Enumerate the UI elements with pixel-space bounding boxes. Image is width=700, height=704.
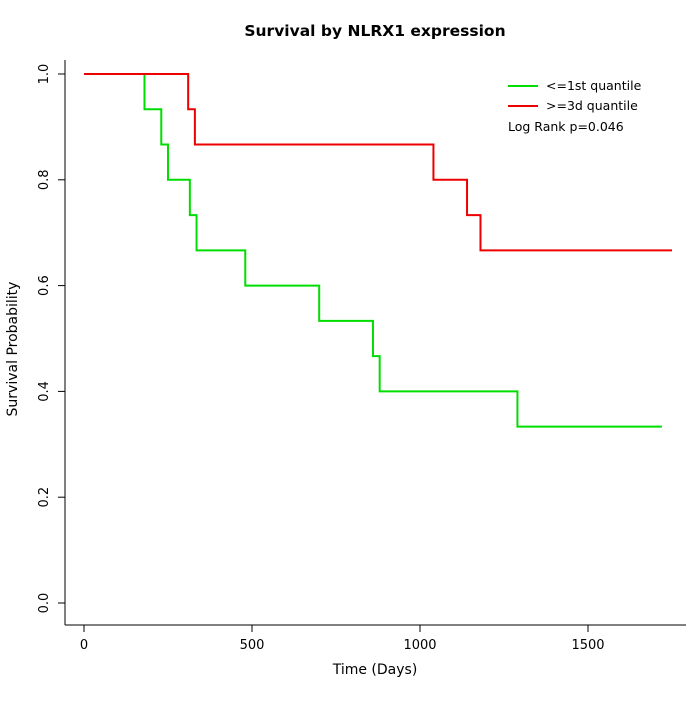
log-rank-annotation: Log Rank p=0.046 (508, 119, 624, 134)
y-tick-label: 0.0 (37, 593, 52, 614)
y-tick-label: 0.4 (37, 381, 52, 402)
x-tick-label: 1000 (403, 638, 436, 653)
survival-curve-0 (84, 73, 662, 428)
y-tick-label: 0.8 (37, 169, 52, 190)
chart-title: Survival by NLRX1 expression (244, 22, 505, 40)
x-axis-label: Time (Days) (332, 662, 418, 678)
series-group (84, 73, 672, 428)
x-tick-label: 500 (240, 638, 265, 653)
legend-label-high-expression: >=3d quantile (546, 98, 638, 113)
legend-label-low-expression: <=1st quantile (546, 78, 642, 93)
y-tick-label: 1.0 (37, 64, 52, 85)
y-axis-label: Survival Probability (5, 282, 21, 417)
y-tick-label: 0.2 (37, 487, 52, 508)
x-tick-label: 0 (80, 638, 88, 653)
y-axis-ticks: 0.0 0.2 0.4 0.6 0.8 1.0 (37, 64, 65, 614)
y-tick-label: 0.6 (37, 275, 52, 296)
x-axis-ticks: 0 500 1000 1500 (80, 625, 605, 653)
survival-curve-1 (84, 73, 672, 252)
x-tick-label: 1500 (571, 638, 604, 653)
legend: <=1st quantile >=3d quantile Log Rank p=… (508, 78, 642, 134)
